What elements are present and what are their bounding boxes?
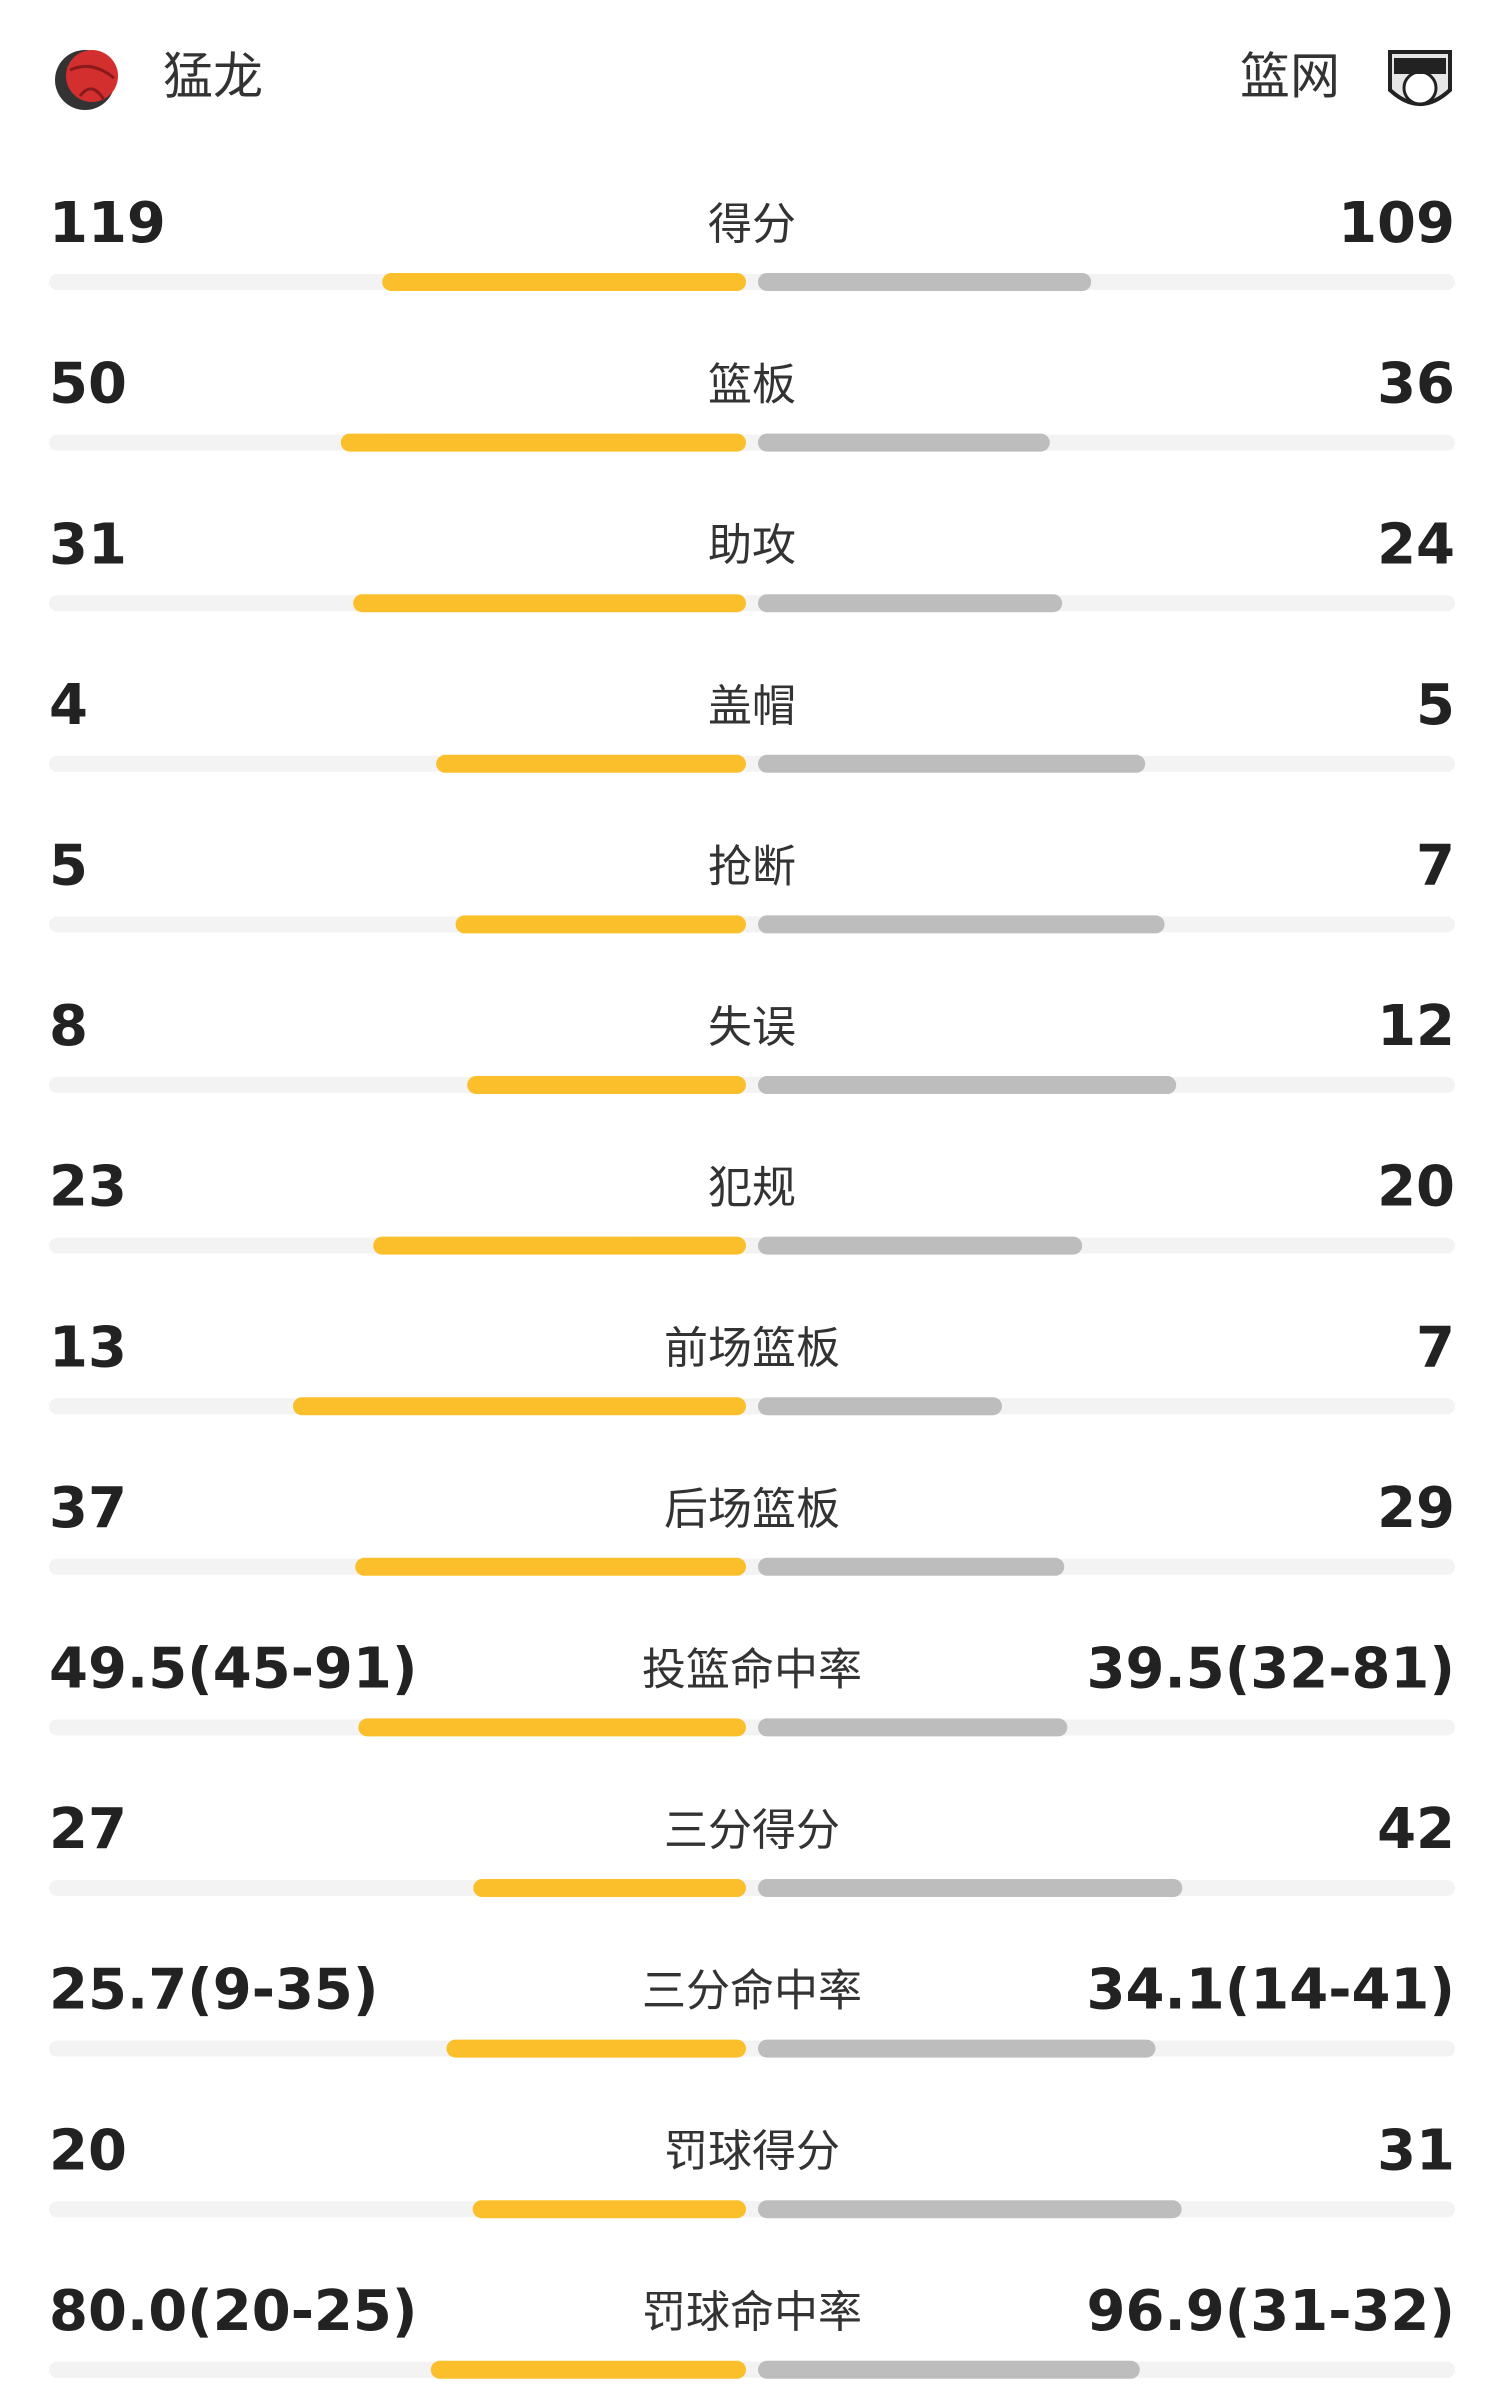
home-bar <box>382 273 746 291</box>
home-bar <box>436 754 746 773</box>
home-value: 80.0(20-25) <box>49 2279 417 2344</box>
bar-track <box>49 595 1455 612</box>
away-team: 篮网 <box>1240 48 1340 106</box>
home-value: 23 <box>49 1155 127 1220</box>
stat-label: 前场篮板 <box>664 1323 840 1374</box>
away-bar <box>758 1879 1183 1897</box>
home-bar <box>358 1718 746 1737</box>
home-value: 37 <box>49 1476 127 1541</box>
stat-label: 后场篮板 <box>664 1484 840 1535</box>
away-value: 42 <box>1377 1797 1455 1862</box>
home-bar <box>473 1879 746 1897</box>
stat-label: 助攻 <box>708 520 796 571</box>
home-value: 13 <box>49 1315 127 1380</box>
away-bar <box>758 754 1146 773</box>
away-bar <box>758 273 1092 291</box>
stat-label: 三分得分 <box>664 1805 840 1856</box>
away-logo <box>1388 50 1452 106</box>
bar-track <box>49 434 1455 451</box>
stat-label: 罚球得分 <box>664 2126 840 2177</box>
home-bar <box>373 1236 746 1255</box>
bar-track <box>49 1880 1455 1896</box>
bar-track <box>49 2361 1455 2378</box>
away-value: 36 <box>1377 352 1455 417</box>
bar-track <box>49 2201 1455 2218</box>
away-value: 29 <box>1377 1476 1455 1541</box>
stat-label: 得分 <box>708 199 796 250</box>
away-value: 109 <box>1338 191 1455 256</box>
home-value: 4 <box>49 673 88 738</box>
home-bar <box>353 594 746 613</box>
away-bar <box>758 2360 1140 2379</box>
home-bar <box>467 1076 746 1094</box>
away-bar <box>758 2200 1182 2219</box>
home-value: 8 <box>49 994 88 1059</box>
away-value: 7 <box>1416 1315 1455 1380</box>
bar-track <box>49 755 1455 772</box>
away-bar <box>758 915 1165 934</box>
home-value: 31 <box>49 512 127 577</box>
away-value: 31 <box>1377 2118 1455 2183</box>
home-bar <box>430 2360 746 2379</box>
stat-label: 犯规 <box>708 1163 796 1214</box>
stat-label: 三分命中率 <box>642 1966 862 2017</box>
stat-label: 失误 <box>708 1002 796 1053</box>
bar-track <box>49 1398 1455 1415</box>
away-value: 20 <box>1377 1155 1455 1220</box>
away-bar <box>758 433 1050 452</box>
home-bar <box>446 2039 746 2058</box>
bar-track <box>49 916 1455 933</box>
bar-track <box>49 2040 1455 2057</box>
home-bar <box>355 1557 746 1576</box>
away-value: 24 <box>1377 512 1455 577</box>
stat-label: 投篮命中率 <box>642 1644 862 1695</box>
home-value: 119 <box>49 191 166 256</box>
stat-label: 盖帽 <box>708 681 796 732</box>
away-bar <box>758 1557 1065 1576</box>
home-bar <box>340 433 746 452</box>
away-bar <box>758 1718 1068 1737</box>
away-bar <box>758 1236 1083 1255</box>
home-bar <box>292 1397 746 1416</box>
home-value: 49.5(45-91) <box>49 1637 417 1702</box>
away-bar <box>758 2039 1156 2058</box>
away-value: 7 <box>1416 834 1455 899</box>
away-value: 39.5(32-81) <box>1087 1637 1455 1702</box>
away-value: 5 <box>1416 673 1455 738</box>
home-value: 5 <box>49 834 88 899</box>
home-value: 25.7(9-35) <box>49 1958 379 2023</box>
stat-label: 抢断 <box>708 841 796 892</box>
away-value: 12 <box>1377 994 1455 1059</box>
bar-track <box>49 1558 1455 1575</box>
home-bar <box>472 2200 746 2219</box>
stat-label: 篮板 <box>708 360 796 411</box>
away-bar <box>758 1076 1177 1094</box>
stat-label: 罚球命中率 <box>642 2287 862 2338</box>
bar-track <box>49 1719 1455 1736</box>
away-bar <box>758 1397 1002 1416</box>
away-value: 96.9(31-32) <box>1087 2279 1455 2344</box>
bar-track <box>49 1237 1455 1254</box>
home-bar <box>455 915 746 934</box>
home-value: 27 <box>49 1797 127 1862</box>
home-logo <box>55 50 118 110</box>
away-value: 34.1(14-41) <box>1087 1958 1455 2023</box>
away-bar <box>758 594 1063 613</box>
home-value: 20 <box>49 2118 127 2183</box>
home-team: 猛龙 <box>163 48 263 106</box>
bar-track <box>49 1077 1455 1093</box>
home-value: 50 <box>49 352 127 417</box>
bar-track <box>49 274 1455 290</box>
